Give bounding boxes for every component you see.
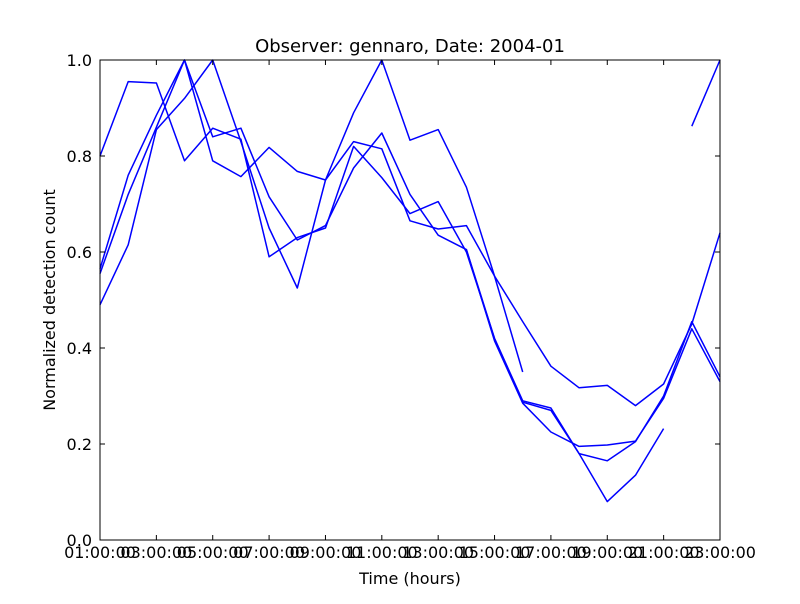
y-tick-label: 0.4 bbox=[67, 339, 92, 358]
x-tick-label: 01:00:00 bbox=[64, 543, 136, 562]
y-axis-label: Normalized detection count bbox=[40, 189, 59, 411]
ticks-layer: 0.0 0.2 0.4 0.6 0.8 1.0 01:00:0003:00:0005:00:… bbox=[64, 51, 756, 562]
x-tick-label: 09:00:00 bbox=[290, 543, 362, 562]
y-tick-label: 0.2 bbox=[67, 435, 92, 454]
series-line-6 bbox=[465, 249, 721, 462]
y-tick-label: 1.0 bbox=[67, 51, 92, 70]
x-tick-label: 21:00:00 bbox=[628, 543, 700, 562]
y-tick-label: 0.6 bbox=[67, 243, 92, 262]
x-tick-label: 17:00:00 bbox=[515, 543, 587, 562]
x-tick-label: 15:00:00 bbox=[459, 543, 531, 562]
x-tick-label: 23:00:00 bbox=[684, 543, 756, 562]
y-tick-label: 0.0 bbox=[67, 531, 92, 550]
x-tick-label: 19:00:00 bbox=[571, 543, 643, 562]
series-line-4 bbox=[99, 59, 721, 407]
x-axis-label: Time (hours) bbox=[358, 569, 461, 588]
plot-area-frame bbox=[99, 59, 721, 541]
y-tick-label: 0.8 bbox=[67, 147, 92, 166]
series-layer bbox=[99, 59, 721, 503]
series-line-5 bbox=[99, 59, 721, 448]
series-line-2 bbox=[99, 59, 524, 373]
x-tick-label: 03:00:00 bbox=[120, 543, 192, 562]
x-tick-label: 11:00:00 bbox=[346, 543, 418, 562]
chart-title: Observer: gennaro, Date: 2004-01 bbox=[255, 36, 565, 57]
x-tick-label: 07:00:00 bbox=[233, 543, 305, 562]
series-line-3 bbox=[691, 59, 721, 127]
x-tick-label: 13:00:00 bbox=[402, 543, 474, 562]
x-tick-label: 05:00:00 bbox=[177, 543, 249, 562]
